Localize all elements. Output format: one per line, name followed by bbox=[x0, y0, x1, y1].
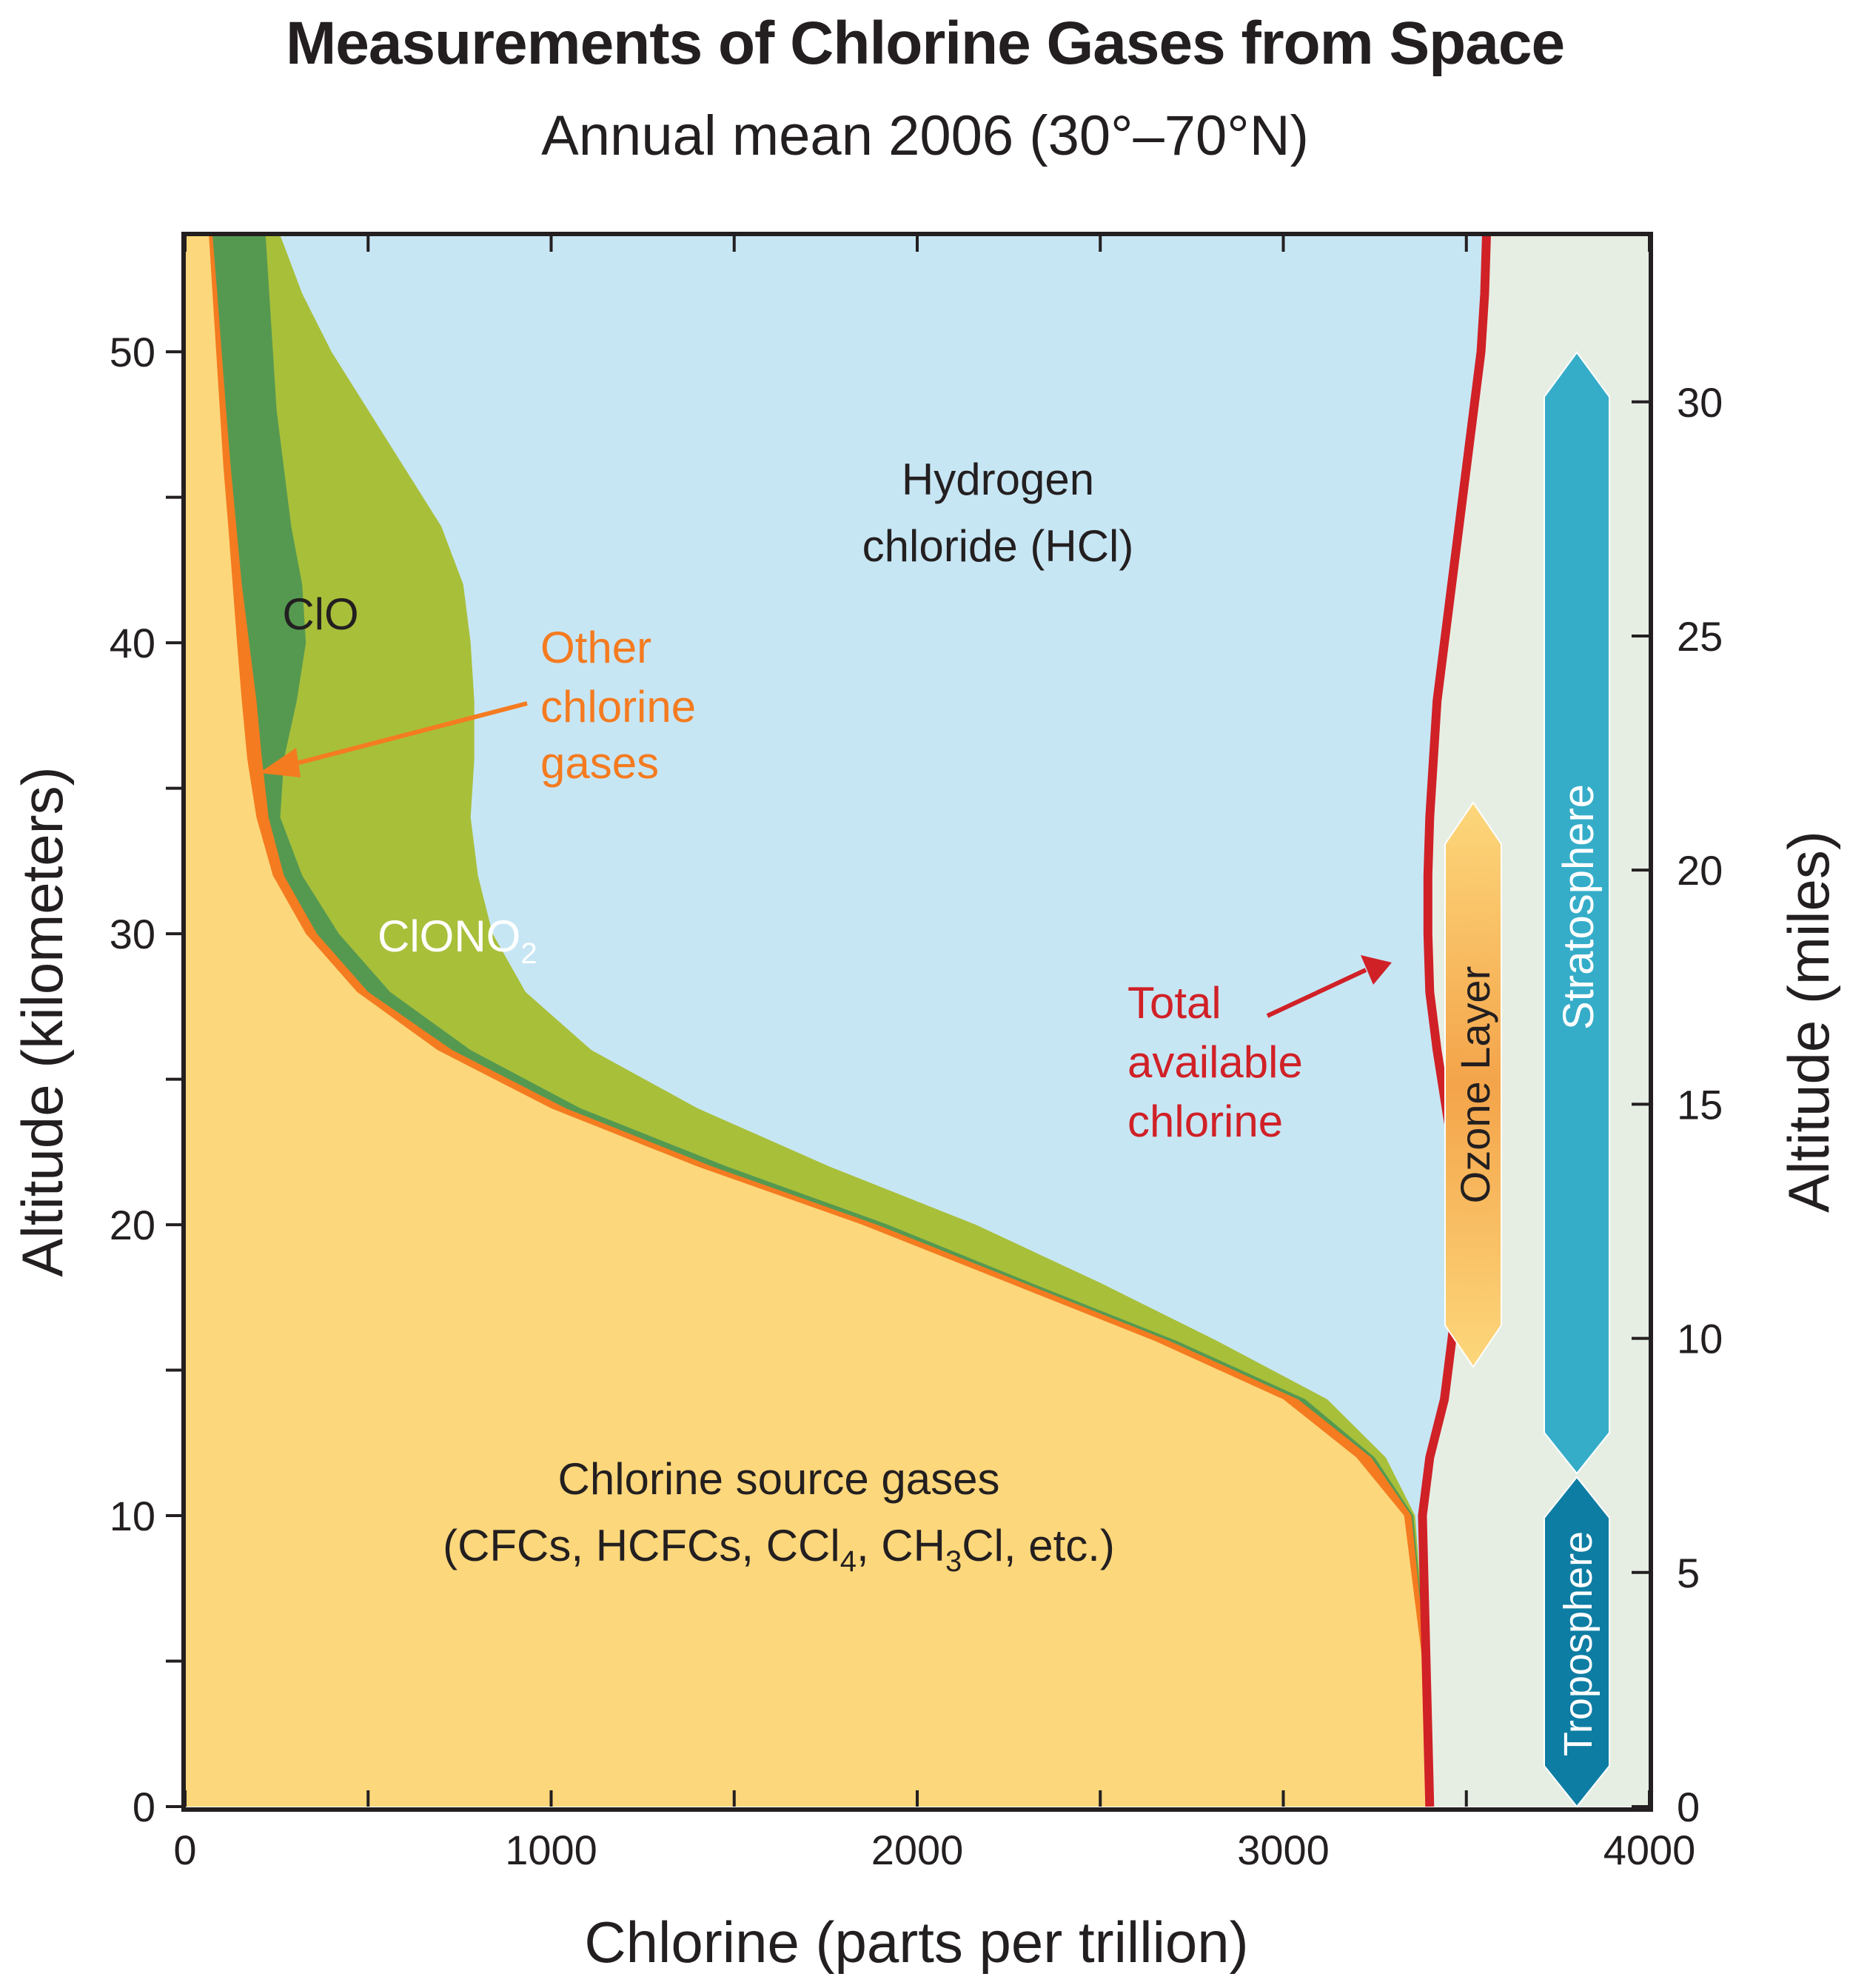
y2-tick-label: 15 bbox=[1677, 1081, 1723, 1128]
ozone-layer-band: Ozone Layer bbox=[1444, 801, 1502, 1368]
y2-tick-label: 30 bbox=[1677, 379, 1723, 426]
hcl-label: Hydrogen chloride (HCl) bbox=[862, 455, 1134, 571]
source-label-2d: 3 bbox=[945, 1545, 962, 1578]
clono2-label: ClONO2 bbox=[378, 911, 537, 970]
y-tick-label: 0 bbox=[133, 1784, 155, 1830]
x-tick-label: 1000 bbox=[505, 1827, 597, 1873]
clo-label: ClO bbox=[282, 589, 358, 639]
source-label-line-1: Chlorine source gases bbox=[558, 1454, 1000, 1504]
total-chlorine-label: Total available chlorine bbox=[1127, 978, 1303, 1146]
other-label-line-2: chlorine bbox=[540, 682, 696, 732]
other-chlorine-arrow bbox=[259, 701, 528, 777]
x-tick-label: 3000 bbox=[1237, 1827, 1330, 1873]
y-tick-label: 30 bbox=[110, 911, 155, 957]
source-label-2e: Cl, etc.) bbox=[962, 1521, 1115, 1570]
y2-tick-label: 10 bbox=[1677, 1316, 1723, 1362]
source-label-2a: (CFCs, HCFCs, CCl bbox=[443, 1521, 840, 1570]
troposphere-shape bbox=[1544, 1476, 1610, 1808]
source-gases-label: Chlorine source gases (CFCs, HCFCs, CCl4… bbox=[443, 1454, 1115, 1578]
other-label-line-1: Other bbox=[540, 623, 651, 672]
area-series-0 bbox=[185, 235, 1430, 1807]
clono2-label-sub: 2 bbox=[520, 937, 537, 970]
clono2-label-main: ClONO bbox=[378, 911, 520, 961]
plot-area bbox=[185, 235, 1649, 1807]
y2-tick-label: 20 bbox=[1677, 847, 1723, 894]
y-tick-label: 50 bbox=[110, 329, 155, 375]
x-tick-label: 4000 bbox=[1603, 1827, 1696, 1873]
y-axis-label: Altitude (kilometers) bbox=[10, 766, 75, 1276]
total-label-line-1: Total bbox=[1127, 978, 1221, 1028]
stratosphere-label: Stratosphere bbox=[1555, 784, 1603, 1030]
plot-frame bbox=[181, 232, 1653, 1812]
ozone-layer-label: Ozone Layer bbox=[1452, 966, 1498, 1204]
other-chlorine-label: Other chlorine gases bbox=[540, 623, 696, 788]
hcl-label-line-1: Hydrogen bbox=[902, 455, 1094, 504]
chart-subtitle: Annual mean 2006 (30°–70°N) bbox=[541, 104, 1309, 167]
y2-tick-label: 0 bbox=[1677, 1784, 1700, 1830]
hcl-label-line-2: chloride (HCl) bbox=[862, 521, 1134, 571]
ozone-layer-shape bbox=[1444, 801, 1502, 1368]
y-tick-label: 40 bbox=[110, 620, 155, 666]
source-label-2c: , CH bbox=[857, 1521, 945, 1570]
troposphere-label: Troposphere bbox=[1556, 1531, 1601, 1756]
source-label-line-2: (CFCs, HCFCs, CCl4, CH3Cl, etc.) bbox=[443, 1521, 1115, 1578]
chart-title: Measurements of Chlorine Gases from Spac… bbox=[285, 10, 1565, 77]
x-axis-label: Chlorine (parts per trillion) bbox=[584, 1910, 1248, 1975]
total-label-line-2: available bbox=[1127, 1037, 1303, 1087]
total-chlorine-arrow bbox=[1266, 955, 1392, 1018]
troposphere-band: Troposphere bbox=[1544, 1476, 1610, 1808]
y-tick-label: 10 bbox=[110, 1493, 155, 1539]
stratosphere-band: Stratosphere bbox=[1544, 351, 1610, 1475]
y2-axis-label: Altitude (miles) bbox=[1776, 831, 1841, 1213]
x-tick-label: 2000 bbox=[871, 1827, 964, 1873]
x-tick-label: 0 bbox=[173, 1827, 196, 1873]
total-label-line-3: chlorine bbox=[1127, 1097, 1283, 1146]
y-tick-label: 20 bbox=[110, 1202, 155, 1248]
y2-tick-label: 25 bbox=[1677, 613, 1723, 660]
total-chlorine-line bbox=[1418, 235, 1491, 1807]
stratosphere-shape bbox=[1544, 351, 1610, 1475]
y2-tick-label: 5 bbox=[1677, 1550, 1700, 1596]
source-label-2b: 4 bbox=[840, 1545, 857, 1578]
other-label-line-3: gases bbox=[540, 738, 659, 788]
